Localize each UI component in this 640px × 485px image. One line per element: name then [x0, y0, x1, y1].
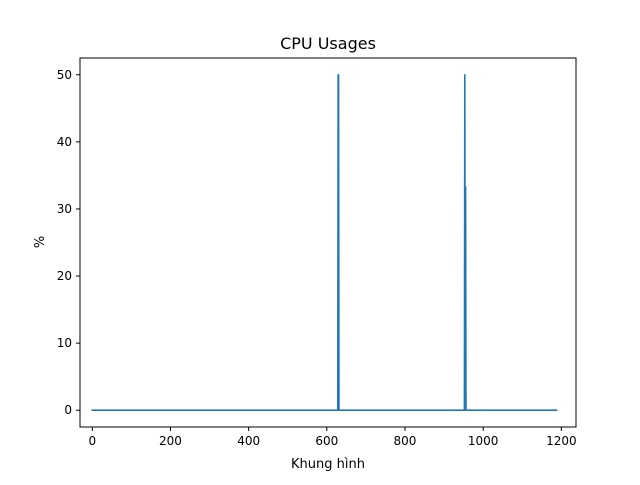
x-tick-label: 200	[159, 434, 182, 448]
y-tick-label: 40	[57, 135, 72, 149]
x-axis-label: Khung hình	[291, 457, 365, 472]
y-axis-label: %	[33, 236, 48, 248]
y-tick-label: 0	[64, 403, 72, 417]
y-tick-label: 30	[57, 202, 72, 216]
x-tick-label: 400	[237, 434, 260, 448]
y-tick-label: 50	[57, 68, 72, 82]
axes-frame	[79, 57, 577, 428]
x-tick-label: 1000	[468, 434, 499, 448]
x-tick-label: 600	[315, 434, 338, 448]
series-line-0	[91, 73, 558, 412]
y-tick-label: 10	[57, 336, 72, 350]
x-tick-label: 1200	[546, 434, 577, 448]
y-tick-label: 20	[57, 269, 72, 283]
x-tick-label: 0	[88, 434, 96, 448]
x-tick-label: 800	[394, 434, 417, 448]
chart-title: CPU Usages	[280, 34, 376, 53]
plot-area: 0 200 400 600 800 1000 1200 0 10 20 30 40 50	[57, 57, 577, 448]
